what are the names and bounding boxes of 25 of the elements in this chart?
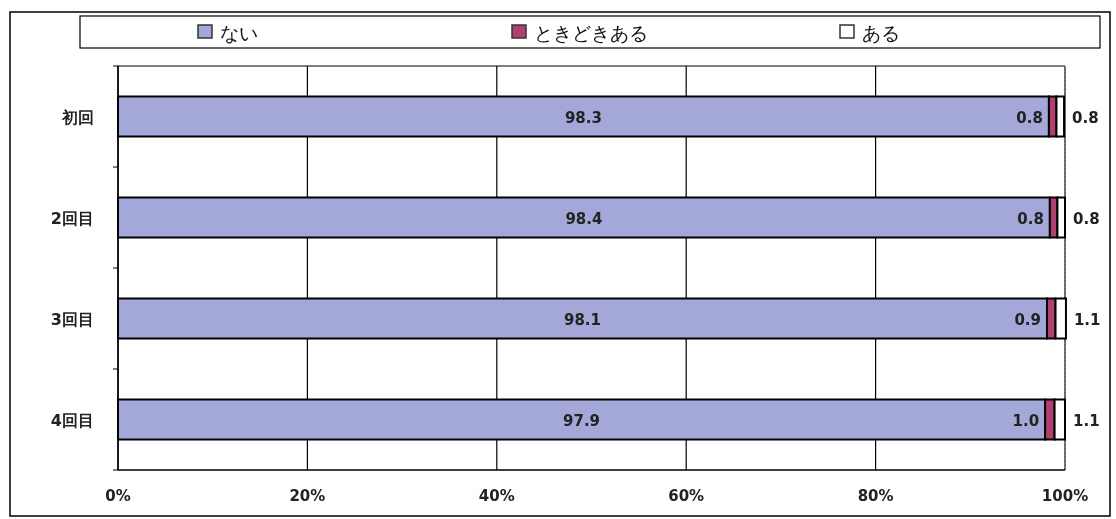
- data-label: 0.9: [1014, 310, 1042, 329]
- x-tick-label: 80%: [857, 487, 894, 505]
- x-tick-label: 100%: [1041, 487, 1089, 505]
- y-tick-label: 初回: [61, 107, 94, 127]
- y-tick-label: 3回目: [50, 309, 94, 329]
- x-tick-label: 20%: [289, 487, 326, 505]
- data-label: 1.1: [1073, 310, 1101, 329]
- y-tick-label: 2回目: [50, 208, 94, 228]
- x-tick-label: 0%: [105, 487, 131, 505]
- legend-label: ない: [220, 22, 258, 44]
- data-label: 1.1: [1073, 411, 1100, 430]
- data-label: 98.1: [564, 310, 602, 329]
- legend-label: ときどきある: [534, 22, 648, 44]
- data-label: 97.9: [563, 411, 601, 430]
- data-label: 0.8: [1072, 108, 1099, 127]
- data-label: 1.0: [1012, 411, 1040, 430]
- data-label: 98.4: [565, 209, 603, 228]
- text: ある: [862, 22, 900, 44]
- data-label: 98.3: [564, 108, 602, 127]
- x-tick-label: 60%: [668, 487, 705, 505]
- x-tick-label: 40%: [478, 487, 515, 505]
- data-label: 0.8: [1016, 108, 1043, 127]
- data-label: 0.8: [1073, 209, 1100, 228]
- y-tick-label: 4回目: [50, 410, 94, 430]
- data-label: 0.8: [1017, 209, 1044, 228]
